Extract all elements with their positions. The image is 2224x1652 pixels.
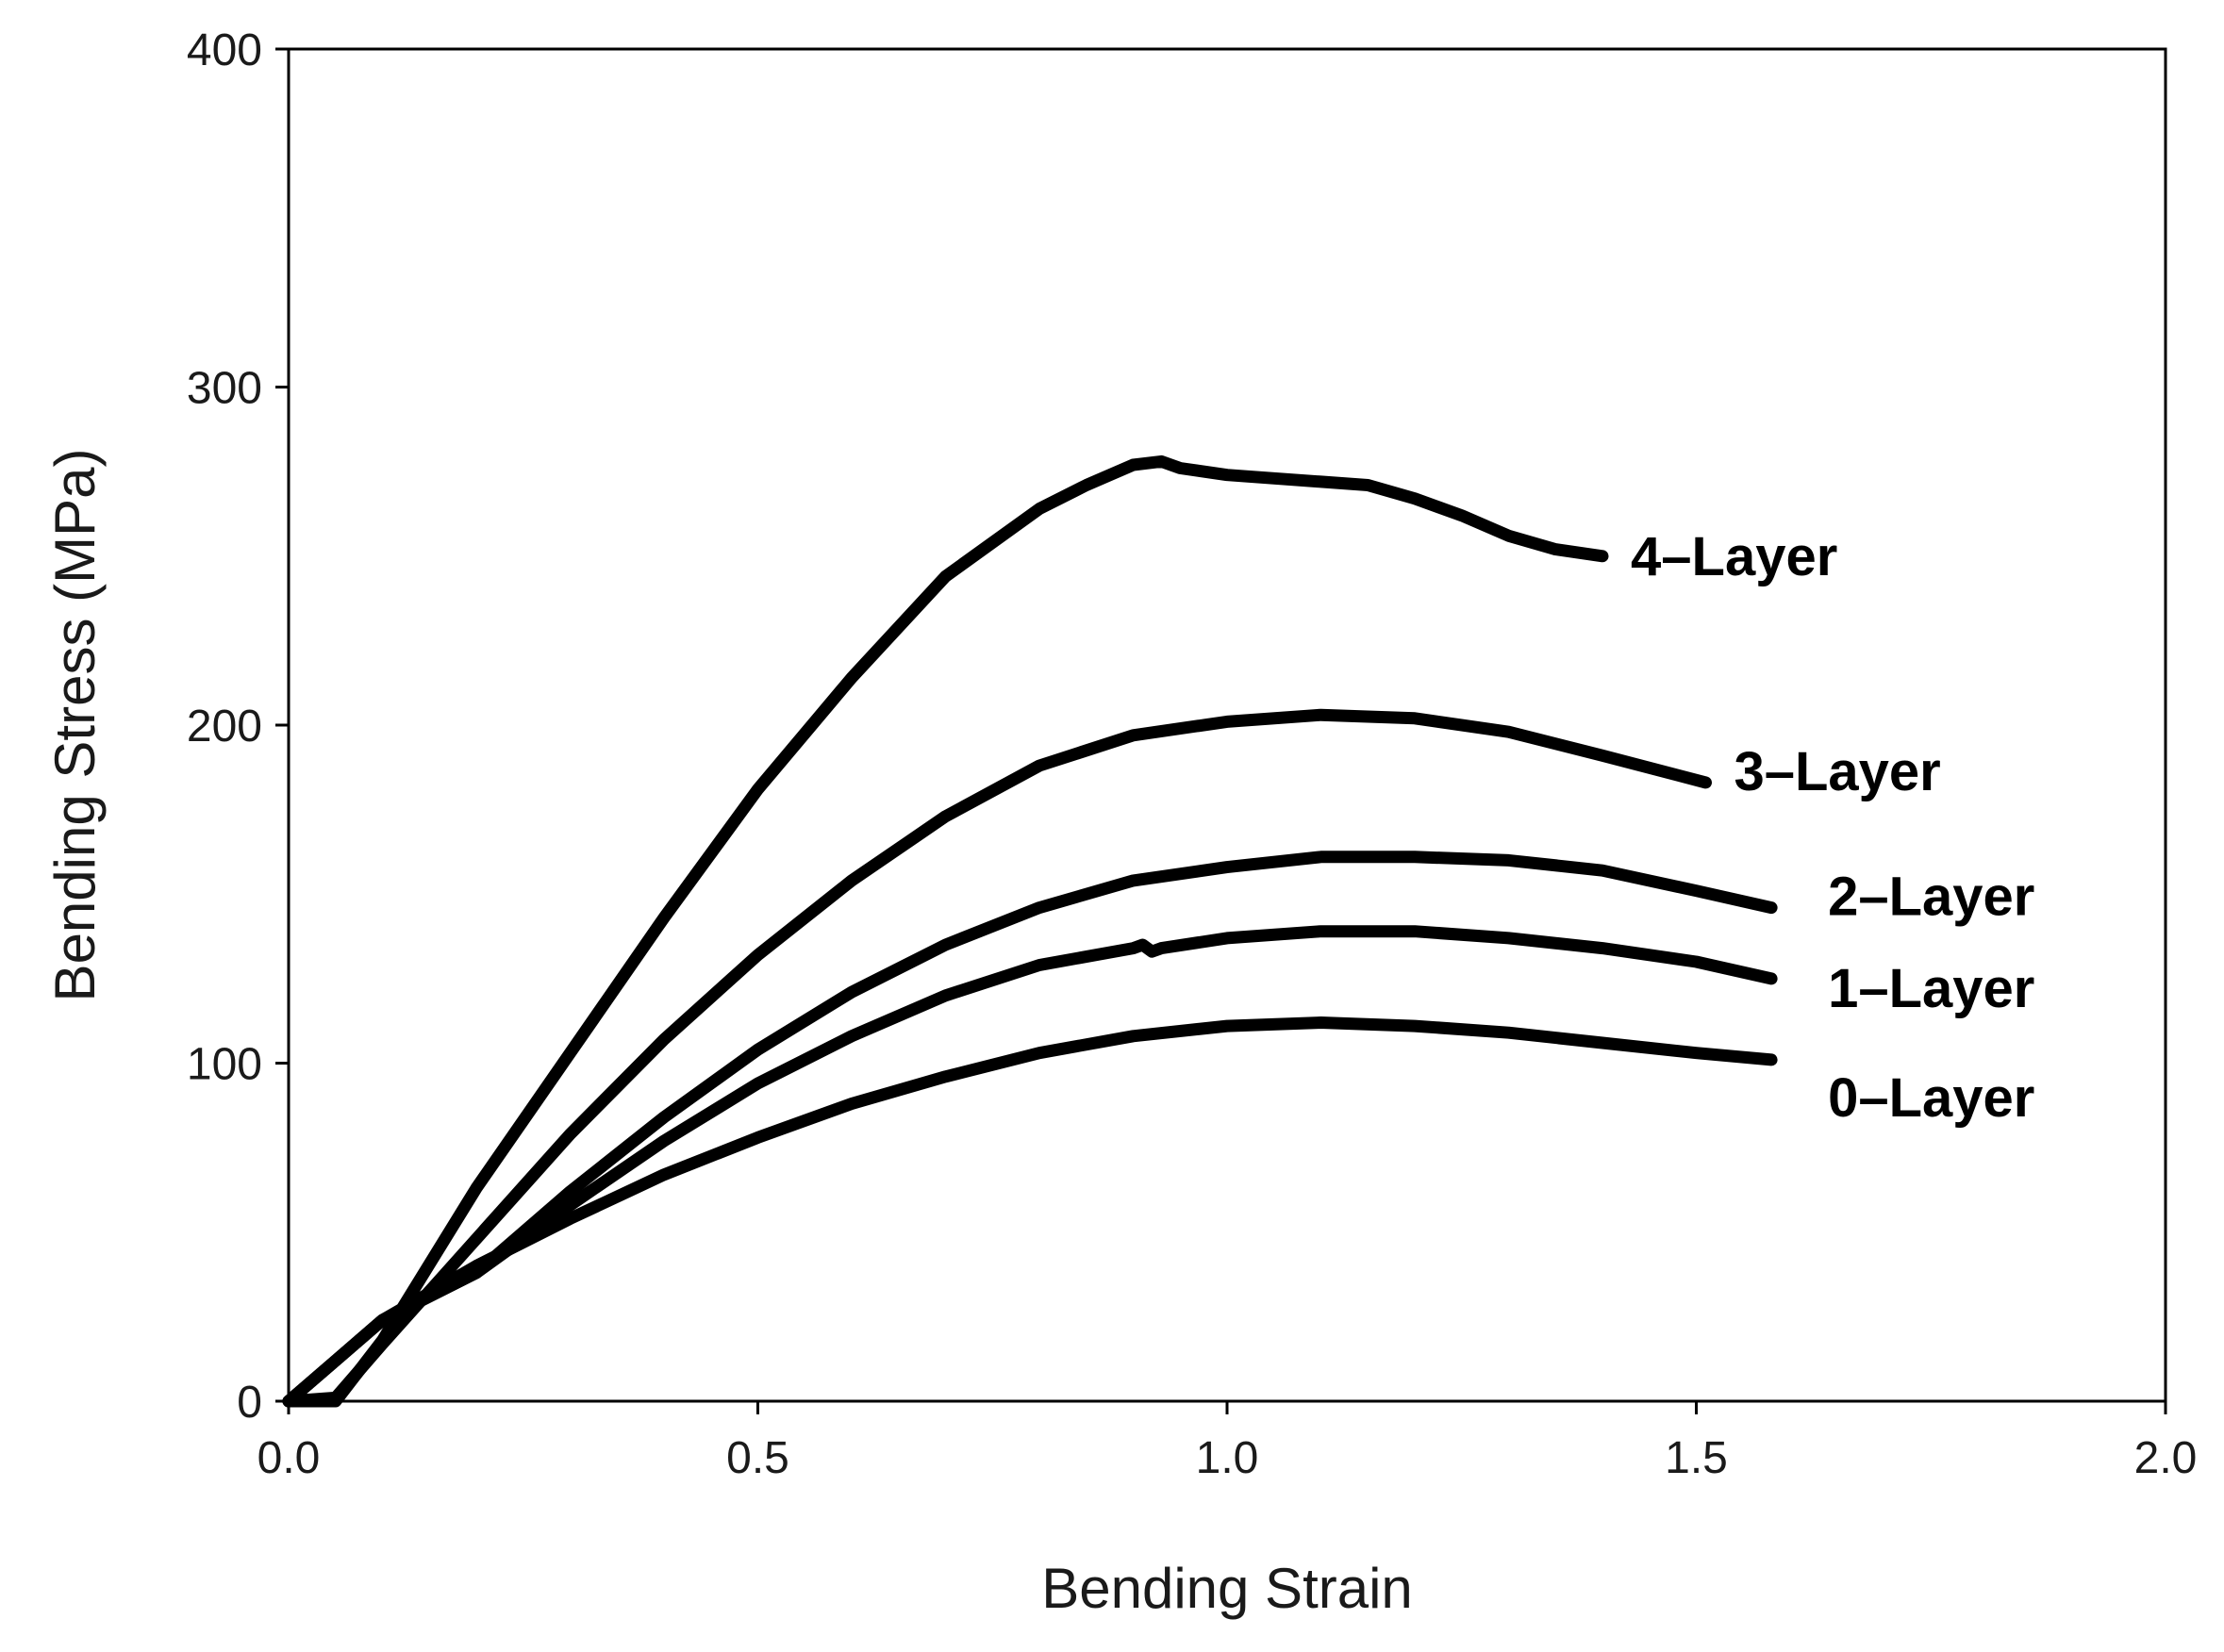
x-axis-title: Bending Strain xyxy=(1041,1557,1413,1620)
series-label-3-layer: 3–Layer xyxy=(1734,741,1940,802)
series-line-3-layer xyxy=(282,708,1712,1408)
x-tick-label: 1.5 xyxy=(1665,1433,1728,1483)
x-tick-label: 0.5 xyxy=(726,1433,789,1483)
y-tick-label: 100 xyxy=(187,1040,262,1090)
x-tick-label: 0.0 xyxy=(257,1433,321,1483)
series-label-2-layer: 2–Layer xyxy=(1828,867,2034,928)
x-tick-label: 1.0 xyxy=(1196,1433,1259,1483)
y-tick-label: 200 xyxy=(187,702,262,752)
y-axis: 0 100 200 300 400 xyxy=(187,25,289,1428)
series-line-0-layer xyxy=(282,1016,1778,1408)
series-label-4-layer: 4–Layer xyxy=(1631,526,1837,587)
x-axis: 0.0 0.5 1.0 1.5 2.0 xyxy=(257,1401,2198,1483)
y-tick-label: 0 xyxy=(237,1378,262,1428)
series-line-2-layer xyxy=(282,851,1778,1408)
y-axis-title: Bending Stress (MPa) xyxy=(43,449,107,1002)
y-tick-label: 400 xyxy=(187,25,262,75)
x-tick-label: 2.0 xyxy=(2134,1433,2198,1483)
series-label-1-layer: 1–Layer xyxy=(1828,958,2034,1019)
series-line-1-layer xyxy=(282,925,1778,1408)
y-tick-label: 300 xyxy=(187,364,262,414)
series-line-4-layer xyxy=(282,454,1609,1408)
series-lines xyxy=(282,454,1778,1408)
series-labels: 0–Layer 1–Layer 2–Layer 3–Layer 4–Layer xyxy=(1631,526,2034,1129)
series-label-0-layer: 0–Layer xyxy=(1828,1067,2034,1129)
